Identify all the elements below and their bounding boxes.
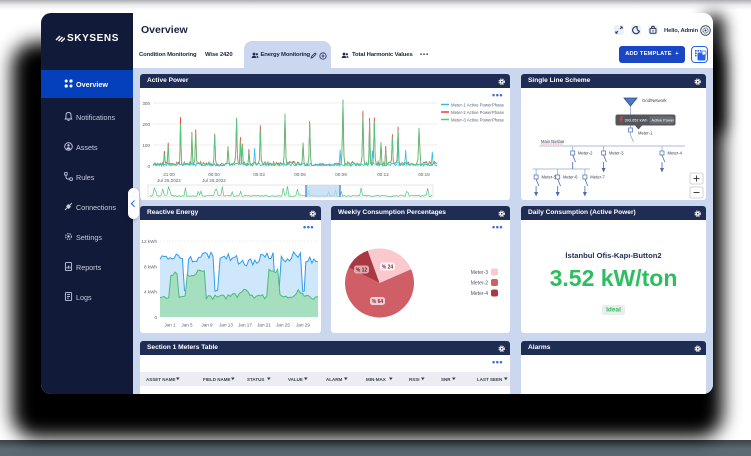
svg-text:00:15: 00:15 (418, 172, 430, 177)
svg-text:100: 100 (142, 143, 150, 148)
svg-text:Meter-3: Meter-3 (471, 270, 488, 276)
svg-text:RSSI: RSSI (409, 377, 420, 382)
svg-text:Meter-7: Meter-7 (590, 175, 605, 180)
svg-text:% 64: % 64 (372, 299, 384, 305)
svg-text:Meter-3 Active PowerPhase: Meter-3 Active PowerPhase (451, 118, 505, 123)
svg-text:Active Power: Active Power (652, 117, 675, 122)
svg-text:FIELD NAME: FIELD NAME (203, 377, 231, 382)
svg-text:ASSET NAME: ASSET NAME (146, 377, 176, 382)
svg-text:Jul 26,2022: Jul 26,2022 (202, 178, 226, 183)
svg-text:Meter-5: Meter-5 (542, 175, 557, 180)
svg-text:00:03: 00:03 (253, 172, 265, 177)
svg-text:200: 200 (142, 122, 150, 127)
svg-text:Meter-2: Meter-2 (471, 281, 488, 287)
svg-text:Jan 5: Jan 5 (181, 323, 193, 328)
svg-text:Main Busbar: Main Busbar (541, 139, 565, 144)
svg-text:Meter-1 Active PowerPhase: Meter-1 Active PowerPhase (451, 103, 505, 108)
svg-text:Meter-4: Meter-4 (471, 291, 488, 297)
svg-text:12 kWh: 12 kWh (141, 239, 157, 244)
svg-text:Jan 29: Jan 29 (296, 323, 310, 328)
svg-text:ALARM: ALARM (326, 377, 342, 382)
svg-text:00:09: 00:09 (335, 172, 347, 177)
svg-text:393.052 kWh: 393.052 kWh (625, 118, 648, 123)
svg-text:0: 0 (147, 164, 150, 169)
svg-text:Jan 13: Jan 13 (219, 323, 233, 328)
svg-text:Meter-6: Meter-6 (563, 175, 578, 180)
svg-text:SNR: SNR (441, 377, 451, 382)
svg-text:Meter-3: Meter-3 (609, 151, 624, 156)
svg-text:Meter-4: Meter-4 (668, 151, 683, 156)
svg-text:Jan 17: Jan 17 (238, 323, 252, 328)
svg-text:Jan 1: Jan 1 (164, 323, 176, 328)
svg-text:Meter-1: Meter-1 (638, 131, 653, 136)
svg-text:LAST SEEN: LAST SEEN (477, 377, 502, 382)
svg-text:21:00: 21:00 (163, 172, 175, 177)
svg-text:300: 300 (142, 101, 150, 106)
svg-text:% 24: % 24 (382, 265, 394, 271)
svg-text:00:06: 00:06 (294, 172, 306, 177)
svg-text:Jan 21: Jan 21 (257, 323, 271, 328)
svg-text:Jan 9: Jan 9 (201, 323, 213, 328)
svg-text:Jul 25,2022: Jul 25,2022 (157, 178, 181, 183)
svg-text:Grid/Network: Grid/Network (642, 98, 667, 103)
svg-text:Meter-2 Active PowerPhase: Meter-2 Active PowerPhase (451, 110, 505, 115)
svg-text:Jan 25: Jan 25 (276, 323, 290, 328)
svg-text:% 12: % 12 (356, 268, 368, 274)
svg-text:STATUS: STATUS (247, 377, 264, 382)
svg-text:4 kWh: 4 kWh (144, 290, 157, 295)
svg-text:Meter-2: Meter-2 (578, 151, 593, 156)
svg-text:00:00: 00:00 (208, 172, 220, 177)
svg-text:00:12: 00:12 (377, 172, 389, 177)
svg-text:VALUE: VALUE (288, 377, 303, 382)
svg-text:8 kWh: 8 kWh (144, 264, 157, 269)
svg-text:MIN-MAX: MIN-MAX (366, 377, 386, 382)
svg-text:0: 0 (154, 315, 157, 320)
